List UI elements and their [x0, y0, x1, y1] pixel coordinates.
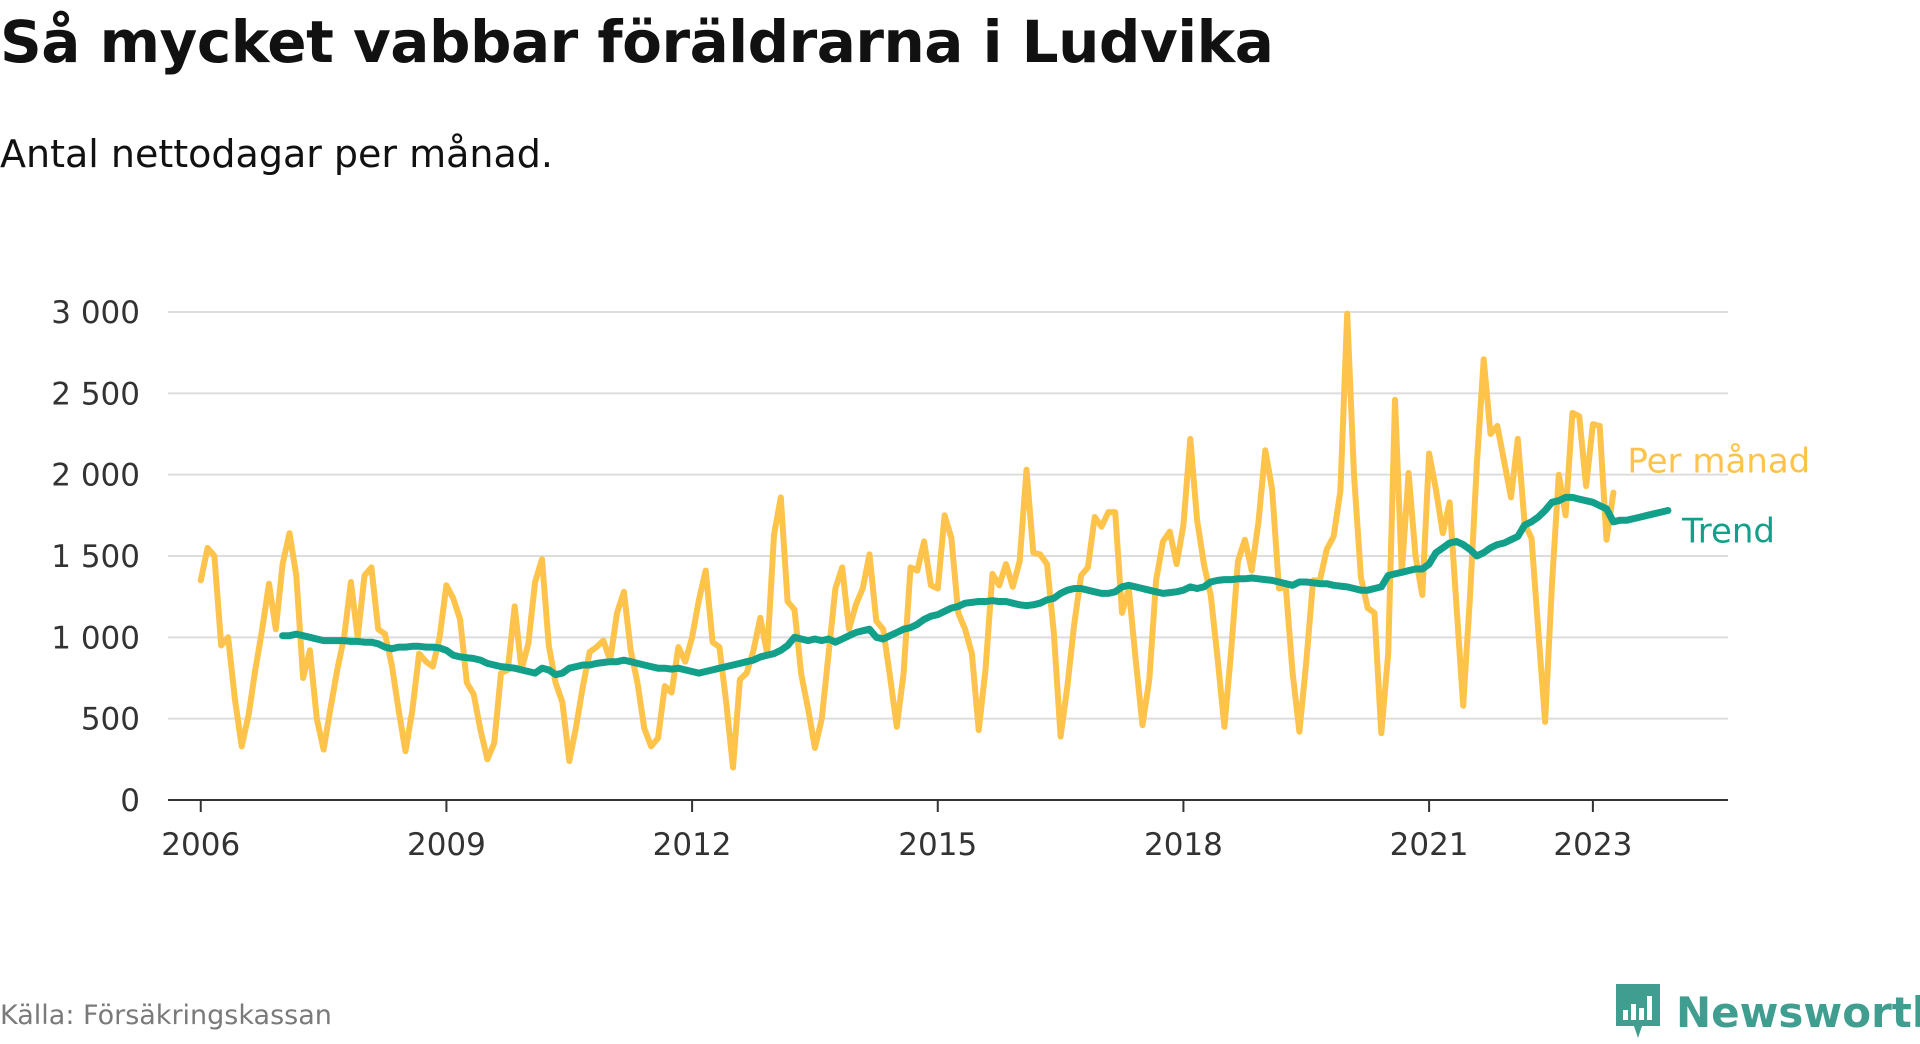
y-tick-label: 2 000 [51, 458, 140, 494]
series-line-per-manad [197, 310, 1617, 771]
x-tick-label: 2009 [407, 827, 486, 863]
x-tick-label: 2012 [653, 827, 732, 863]
newsworthy-logo: Newsworthy [1612, 980, 1920, 1044]
gridlines [168, 311, 1728, 720]
series-label-per-manad: Per månad [1627, 442, 1810, 482]
y-tick-label: 1 500 [51, 539, 140, 575]
series-end-labels: Per månad Trend [1627, 442, 1810, 552]
brand-name: Newsworthy [1676, 987, 1920, 1037]
series-line-trend [279, 493, 1672, 679]
y-tick-label: 0 [120, 783, 140, 819]
x-tick-label: 2015 [898, 827, 977, 863]
series-lines [197, 310, 1672, 771]
x-tick-label: 2021 [1390, 827, 1469, 863]
source-note: Källa: Försäkringskassan [0, 1000, 332, 1031]
x-tick-label: 2018 [1144, 827, 1223, 863]
y-tick-label: 1 000 [51, 620, 140, 656]
y-tick-label: 3 000 [51, 295, 140, 331]
x-tick-label: 2006 [161, 827, 240, 863]
x-tick-label: 2023 [1553, 827, 1632, 863]
y-tick-label: 500 [81, 702, 140, 738]
y-tick-label: 2 500 [51, 376, 140, 412]
chart-subtitle: Antal nettodagar per månad. [0, 132, 554, 176]
axes: 0 500 1 000 1 500 2 000 2 500 3 000 2006 2009 201… [51, 295, 1728, 863]
series-label-trend: Trend [1681, 511, 1775, 551]
bar-chart-icon [1616, 984, 1660, 1038]
chart-title: Så mycket vabbar föräldrarna i Ludvika [0, 8, 1274, 76]
